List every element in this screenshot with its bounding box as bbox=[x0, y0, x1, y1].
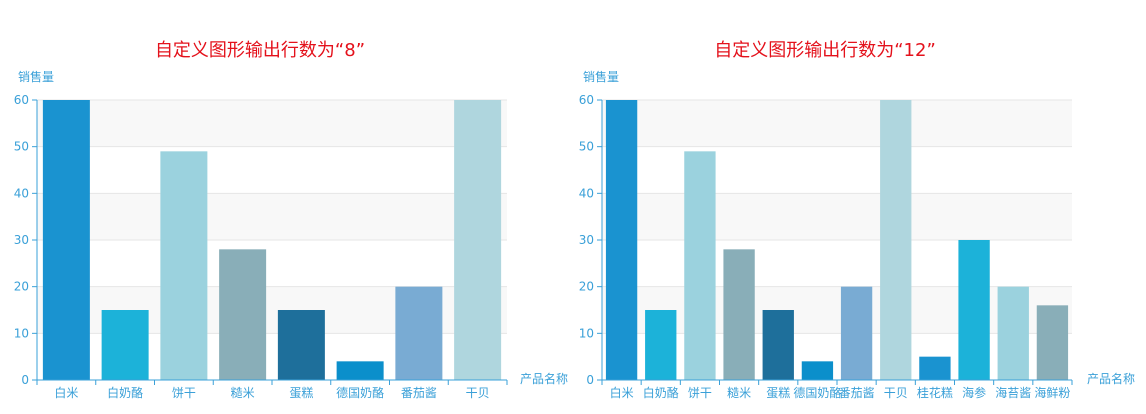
bar-白米 bbox=[42, 100, 90, 380]
chart-title: 自定义图形输出行数为“8” bbox=[154, 40, 366, 61]
grid-band bbox=[37, 193, 507, 240]
grid-band bbox=[602, 193, 1072, 240]
y-axis-label: 销售量 bbox=[583, 69, 619, 84]
bar-番茄酱 bbox=[840, 286, 873, 380]
y-tick-label: 20 bbox=[14, 280, 29, 294]
x-tick-label: 饼干 bbox=[172, 386, 196, 400]
bar-糙米 bbox=[723, 249, 755, 380]
grid-band bbox=[602, 333, 1072, 380]
y-tick-label: 30 bbox=[579, 233, 594, 247]
bar-饼干 bbox=[160, 151, 208, 380]
x-axis-label: 产品名称 bbox=[1087, 371, 1135, 386]
x-tick-label: 番茄酱 bbox=[401, 385, 437, 400]
y-tick-label: 0 bbox=[21, 373, 29, 387]
y-tick-label: 50 bbox=[14, 140, 29, 154]
y-tick-label: 60 bbox=[14, 93, 29, 107]
chart-title: 自定义图形输出行数为“12” bbox=[714, 40, 936, 61]
x-tick-label: 德国奶酪 bbox=[793, 385, 841, 400]
bar-桂花糕 bbox=[919, 356, 951, 380]
y-tick-label: 40 bbox=[14, 186, 29, 200]
y-tick-label: 50 bbox=[579, 140, 594, 154]
y-tick-label: 10 bbox=[14, 326, 29, 340]
x-tick-label: 白米 bbox=[610, 385, 634, 400]
bar-白米 bbox=[605, 100, 638, 380]
bar-海参 bbox=[958, 240, 990, 380]
x-axis-label: 产品名称 bbox=[520, 371, 568, 386]
bar-蛋糕 bbox=[762, 310, 794, 380]
x-tick-label: 海鲜粉 bbox=[1034, 385, 1070, 400]
grid-band bbox=[37, 146, 507, 194]
bar-番茄酱 bbox=[395, 286, 443, 380]
bar-干贝 bbox=[880, 100, 912, 380]
bar-蛋糕 bbox=[277, 310, 325, 380]
grid-band bbox=[602, 240, 1072, 287]
y-tick-label: 20 bbox=[579, 280, 594, 294]
grid-band bbox=[602, 286, 1072, 334]
x-tick-label: 德国奶酪 bbox=[336, 385, 384, 400]
x-tick-label: 蛋糕 bbox=[766, 386, 790, 400]
chart-panel-right: 自定义图形输出行数为“12” 0 10 20 30 40 50 60 白米 白奶酪 饼干 糙米 蛋糕德… bbox=[565, 0, 1135, 414]
bar-海鲜粉 bbox=[1036, 305, 1069, 380]
bar-干贝 bbox=[454, 100, 502, 380]
y-tick-label: 60 bbox=[579, 93, 594, 107]
x-tick-label: 干贝 bbox=[884, 386, 908, 400]
bar-饼干 bbox=[684, 151, 716, 380]
y-tick-label: 40 bbox=[579, 186, 594, 200]
y-tick-label: 30 bbox=[14, 233, 29, 247]
y-tick-label: 10 bbox=[579, 326, 594, 340]
bar-德国奶酪 bbox=[336, 361, 384, 380]
x-tick-label: 糙米 bbox=[727, 386, 751, 400]
bar-白奶酪 bbox=[645, 310, 677, 380]
grid-band bbox=[602, 146, 1072, 194]
grid-band bbox=[37, 240, 507, 287]
y-tick-label: 0 bbox=[586, 373, 594, 387]
x-tick-label: 蛋糕 bbox=[289, 386, 313, 400]
x-tick-label: 海参 bbox=[962, 385, 986, 400]
x-tick-label: 白米 bbox=[54, 385, 78, 400]
bar-糙米 bbox=[219, 249, 267, 380]
grid-band bbox=[602, 100, 1072, 147]
grid-band bbox=[37, 100, 507, 147]
x-tick-label: 白奶酪 bbox=[107, 385, 143, 400]
x-tick-label: 糙米 bbox=[231, 386, 255, 400]
x-tick-label: 海苔酱 bbox=[995, 385, 1031, 400]
bar-海苔酱 bbox=[997, 286, 1029, 380]
bar-白奶酪 bbox=[101, 310, 149, 380]
x-tick-label: 桂花糕 bbox=[917, 385, 953, 400]
chart-panel-left: 自定义图形输出行数为“8” 0 10 20 30 40 50 60 白米 白奶酪 饼干 糙米 蛋糕 德国… bbox=[0, 0, 568, 414]
x-tick-label: 饼干 bbox=[688, 386, 712, 400]
x-tick-label: 白奶酪 bbox=[643, 385, 679, 400]
x-tick-label: 干贝 bbox=[466, 386, 490, 400]
y-axis-label: 销售量 bbox=[18, 69, 54, 84]
x-tick-label: 番茄酱 bbox=[839, 385, 875, 400]
bar-德国奶酪 bbox=[801, 361, 834, 380]
